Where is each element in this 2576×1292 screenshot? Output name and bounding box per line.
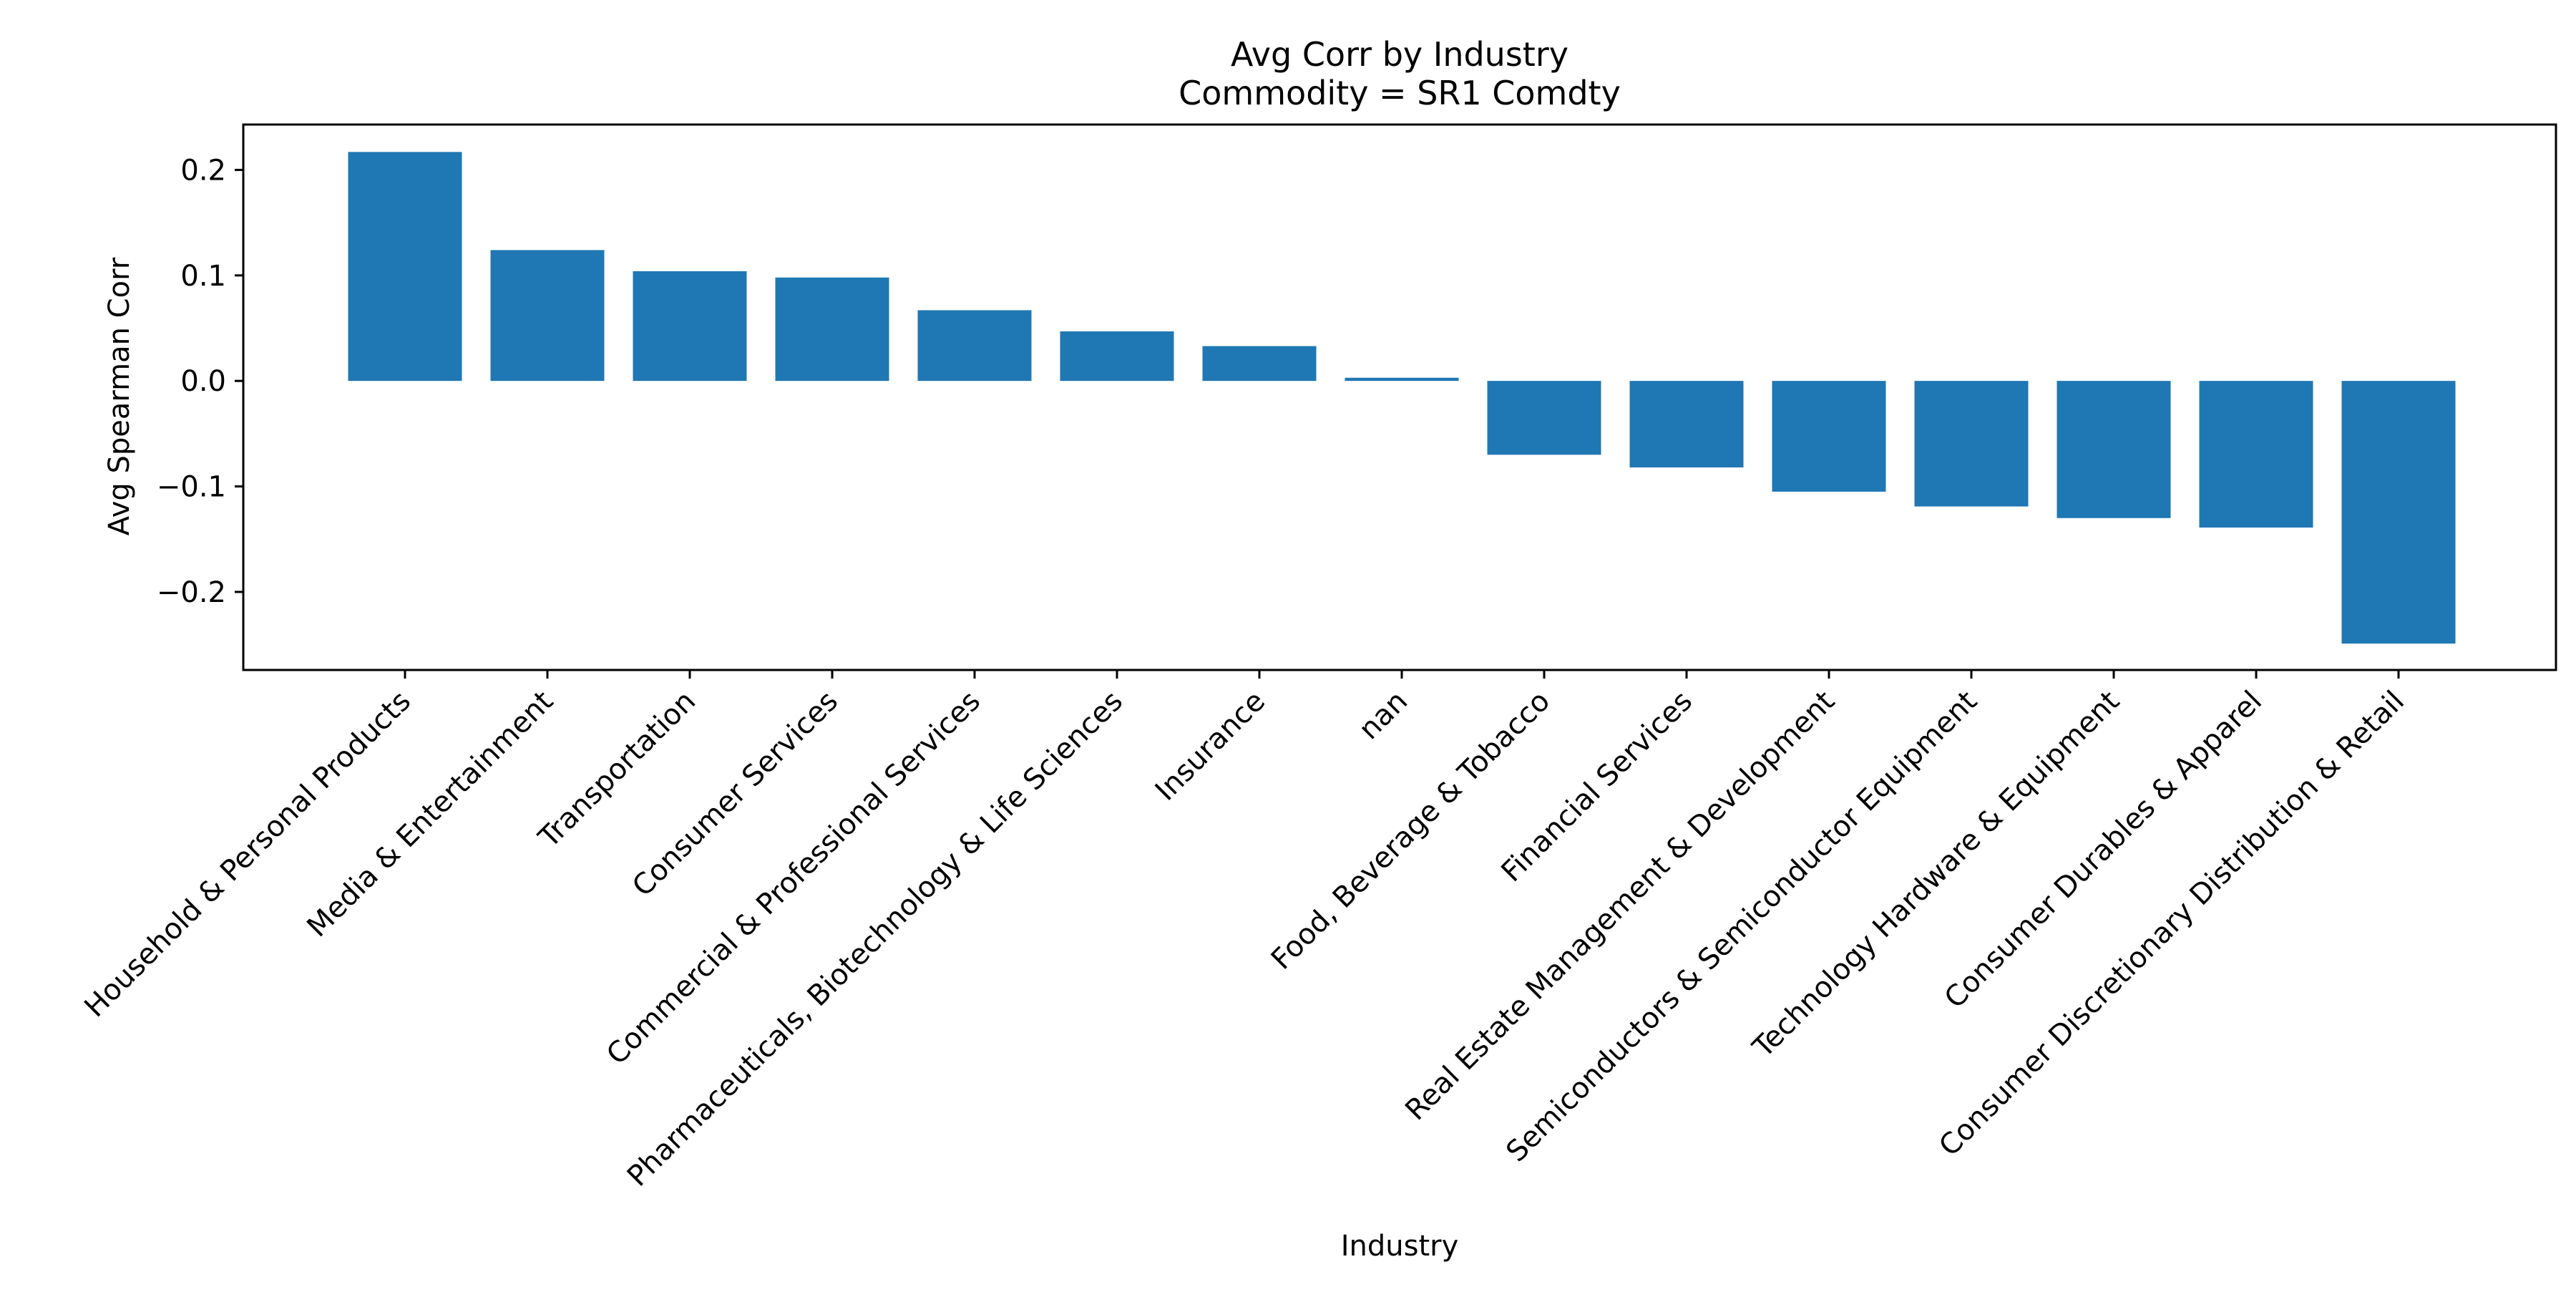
bar (2057, 381, 2171, 518)
bar (490, 250, 605, 382)
bar (917, 310, 1032, 382)
chart-title: Avg Corr by Industry (1231, 35, 1568, 74)
bar (2341, 381, 2456, 644)
x-axis-label: Industry (1341, 1230, 1459, 1263)
y-tick-label: 0.0 (180, 365, 226, 398)
y-axis-label: Avg Spearman Corr (103, 257, 136, 535)
y-tick-label: 0.1 (180, 260, 226, 293)
bar (633, 271, 747, 382)
bar (775, 277, 889, 382)
bar (1202, 346, 1317, 382)
plot-frame (242, 123, 2557, 671)
bar (1629, 381, 1744, 468)
bar (1060, 331, 1174, 382)
bar (1345, 377, 1459, 382)
y-ticks-group: −0.2 −0.1 0.0 0.1 0.2 (157, 154, 243, 609)
y-tick-label: −0.2 (157, 576, 226, 609)
bar (1914, 381, 2029, 507)
chart-subtitle: Commodity = SR1 Comdty (1179, 74, 1621, 112)
y-tick-label: 0.2 (180, 154, 226, 187)
bar (1772, 381, 1886, 492)
y-tick-label: −0.1 (157, 471, 226, 504)
bar (348, 152, 462, 382)
bar (2199, 381, 2313, 528)
bars-group (348, 152, 2456, 644)
bar (1487, 381, 1601, 455)
